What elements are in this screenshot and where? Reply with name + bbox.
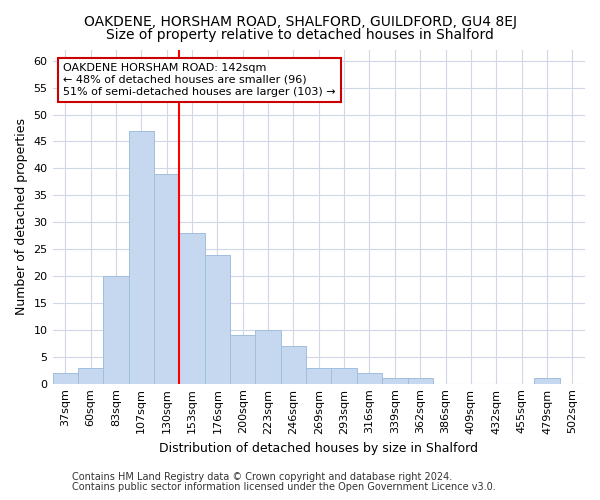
Bar xyxy=(331,368,357,384)
Bar xyxy=(357,373,382,384)
Bar xyxy=(256,330,281,384)
Bar xyxy=(205,254,230,384)
Text: Contains public sector information licensed under the Open Government Licence v3: Contains public sector information licen… xyxy=(72,482,496,492)
Bar xyxy=(78,368,103,384)
Bar xyxy=(281,346,306,384)
Bar xyxy=(179,233,205,384)
Bar xyxy=(128,130,154,384)
Text: OAKDENE HORSHAM ROAD: 142sqm
← 48% of detached houses are smaller (96)
51% of se: OAKDENE HORSHAM ROAD: 142sqm ← 48% of de… xyxy=(63,64,336,96)
X-axis label: Distribution of detached houses by size in Shalford: Distribution of detached houses by size … xyxy=(159,442,478,455)
Bar xyxy=(407,378,433,384)
Text: Size of property relative to detached houses in Shalford: Size of property relative to detached ho… xyxy=(106,28,494,42)
Bar xyxy=(534,378,560,384)
Bar xyxy=(382,378,407,384)
Text: Contains HM Land Registry data © Crown copyright and database right 2024.: Contains HM Land Registry data © Crown c… xyxy=(72,472,452,482)
Text: OAKDENE, HORSHAM ROAD, SHALFORD, GUILDFORD, GU4 8EJ: OAKDENE, HORSHAM ROAD, SHALFORD, GUILDFO… xyxy=(83,15,517,29)
Y-axis label: Number of detached properties: Number of detached properties xyxy=(15,118,28,316)
Bar xyxy=(103,276,128,384)
Bar xyxy=(306,368,331,384)
Bar xyxy=(154,174,179,384)
Bar xyxy=(230,335,256,384)
Bar xyxy=(53,373,78,384)
